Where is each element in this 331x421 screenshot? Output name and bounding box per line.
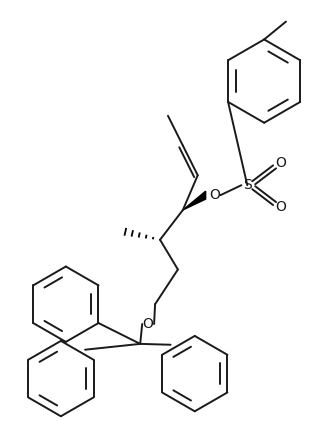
Text: O: O <box>276 200 286 214</box>
Polygon shape <box>183 191 206 210</box>
Text: O: O <box>276 156 286 171</box>
Text: O: O <box>143 317 154 331</box>
Text: S: S <box>243 178 252 192</box>
Text: O: O <box>209 188 220 202</box>
